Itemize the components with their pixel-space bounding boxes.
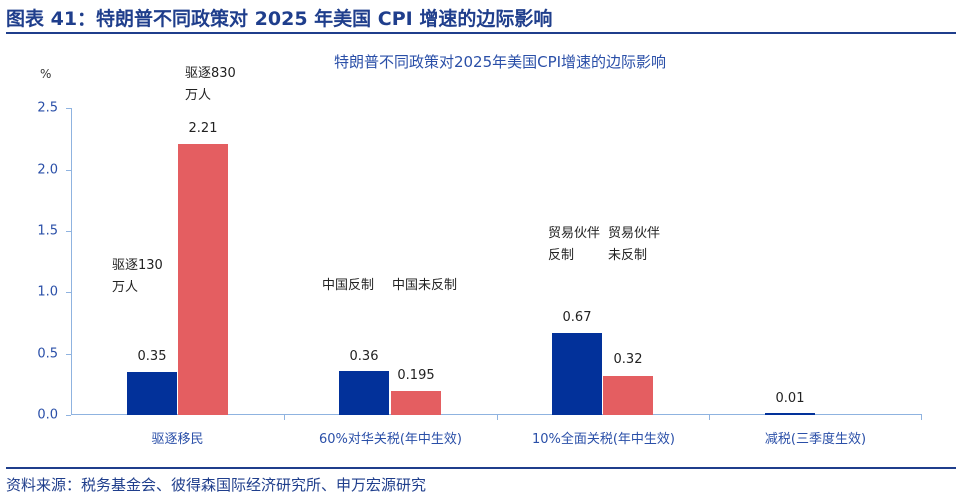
- bar-series1-china-tariff: [339, 371, 389, 415]
- y-axis: [71, 108, 72, 415]
- bar-series1-tax-cut: [765, 413, 815, 415]
- value-label: 0.67: [562, 310, 592, 325]
- annotation-china-retaliate: 中国反制: [322, 275, 374, 297]
- y-tick: [66, 415, 71, 416]
- bar-series2-deport: [178, 144, 228, 415]
- title-divider: [6, 32, 956, 34]
- value-label: 0.32: [613, 352, 643, 367]
- source-note: 资料来源：税务基金会、彼得森国际经济研究所、申万宏源研究: [6, 476, 427, 494]
- annotation-line: 反制: [548, 248, 575, 263]
- y-tick-label: 1.5: [37, 223, 58, 239]
- value-label: 0.195: [397, 368, 435, 383]
- bar-series1-universal-tariff: [552, 333, 602, 415]
- figure-title: 图表 41：特朗普不同政策对 2025 年美国 CPI 增速的边际影响: [6, 8, 553, 30]
- x-category-label: 减税(三季度生效): [764, 432, 867, 447]
- value-label: 0.35: [137, 349, 167, 364]
- annotation-line: 贸易伙伴: [548, 226, 601, 241]
- x-tick: [921, 414, 922, 420]
- bar-series2-china-tariff: [391, 391, 441, 415]
- annotation-line: 万人: [112, 280, 139, 295]
- annotation-partner-retaliate: 贸易伙伴 反制: [548, 223, 600, 267]
- annotation-line: 中国未反制: [392, 278, 458, 293]
- bar-series1-deport: [127, 372, 177, 415]
- x-tick: [709, 414, 710, 420]
- y-tick-label: 2.5: [37, 100, 58, 116]
- y-tick: [66, 354, 71, 355]
- value-label: 0.01: [775, 391, 805, 406]
- x-tick: [497, 414, 498, 420]
- y-tick-label: 2.0: [37, 162, 58, 178]
- annotation-partner-no-retaliate: 贸易伙伴 未反制: [608, 223, 660, 267]
- source-divider: [6, 467, 956, 469]
- value-label: 0.36: [349, 349, 379, 364]
- y-tick-label: 0.0: [37, 407, 58, 423]
- x-category-label: 10%全面关税(年中生效): [531, 432, 676, 447]
- annotation-line: 驱逐130: [112, 258, 163, 273]
- y-tick: [66, 292, 71, 293]
- annotation-line: 未反制: [608, 248, 648, 263]
- y-axis-unit: %: [40, 67, 52, 81]
- y-tick: [66, 170, 71, 171]
- annotation-line: 中国反制: [322, 278, 375, 293]
- chart-title: 特朗普不同政策对2025年美国CPI增速的边际影响: [333, 53, 667, 71]
- bar-series2-universal-tariff: [603, 376, 653, 415]
- y-tick-label: 1.0: [37, 284, 58, 300]
- y-tick-label: 0.5: [37, 346, 58, 362]
- annotation-line: 万人: [185, 88, 212, 103]
- annotation-line: 驱逐830: [185, 66, 236, 81]
- annotation-deport-830: 驱逐830 万人: [185, 63, 236, 107]
- annotation-line: 贸易伙伴: [608, 226, 661, 241]
- y-tick: [66, 108, 71, 109]
- x-category-label: 60%对华关税(年中生效): [318, 432, 463, 447]
- value-label: 2.21: [188, 121, 218, 136]
- x-tick: [284, 414, 285, 420]
- annotation-deport-130: 驱逐130 万人: [112, 255, 163, 299]
- x-category-label: 驱逐移民: [151, 432, 204, 447]
- y-tick: [66, 231, 71, 232]
- x-axis: [71, 414, 922, 415]
- annotation-china-no-retaliate: 中国未反制: [392, 275, 457, 297]
